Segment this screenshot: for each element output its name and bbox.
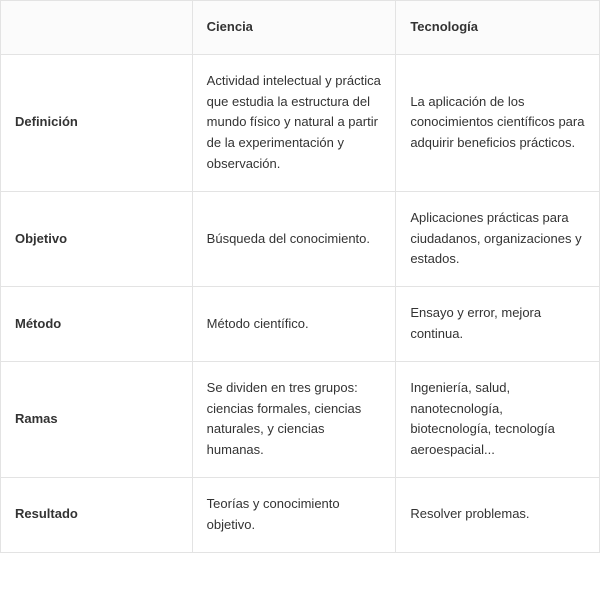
- cell-ciencia: Teorías y conocimiento objetivo.: [192, 477, 396, 552]
- header-tecnologia: Tecnología: [396, 1, 600, 55]
- cell-tecnologia: Ingeniería, salud, nanotecnología, biote…: [396, 361, 600, 477]
- row-label: Objetivo: [1, 191, 193, 286]
- row-label: Ramas: [1, 361, 193, 477]
- row-label: Resultado: [1, 477, 193, 552]
- table-row: Método Método científico. Ensayo y error…: [1, 287, 600, 362]
- cell-ciencia: Se dividen en tres grupos: ciencias form…: [192, 361, 396, 477]
- table-row: Resultado Teorías y conocimiento objetiv…: [1, 477, 600, 552]
- cell-ciencia: Actividad intelectual y práctica que est…: [192, 54, 396, 191]
- table-row: Definición Actividad intelectual y práct…: [1, 54, 600, 191]
- cell-tecnologia: Aplicaciones prácticas para ciudadanos, …: [396, 191, 600, 286]
- row-label: Definición: [1, 54, 193, 191]
- cell-tecnologia: Resolver problemas.: [396, 477, 600, 552]
- cell-tecnologia: La aplicación de los conocimientos cient…: [396, 54, 600, 191]
- cell-ciencia: Búsqueda del conocimiento.: [192, 191, 396, 286]
- table-row: Objetivo Búsqueda del conocimiento. Apli…: [1, 191, 600, 286]
- table-header-row: Ciencia Tecnología: [1, 1, 600, 55]
- cell-tecnologia: Ensayo y error, mejora continua.: [396, 287, 600, 362]
- cell-ciencia: Método científico.: [192, 287, 396, 362]
- header-ciencia: Ciencia: [192, 1, 396, 55]
- header-empty: [1, 1, 193, 55]
- comparison-table: Ciencia Tecnología Definición Actividad …: [0, 0, 600, 553]
- row-label: Método: [1, 287, 193, 362]
- table-row: Ramas Se dividen en tres grupos: ciencia…: [1, 361, 600, 477]
